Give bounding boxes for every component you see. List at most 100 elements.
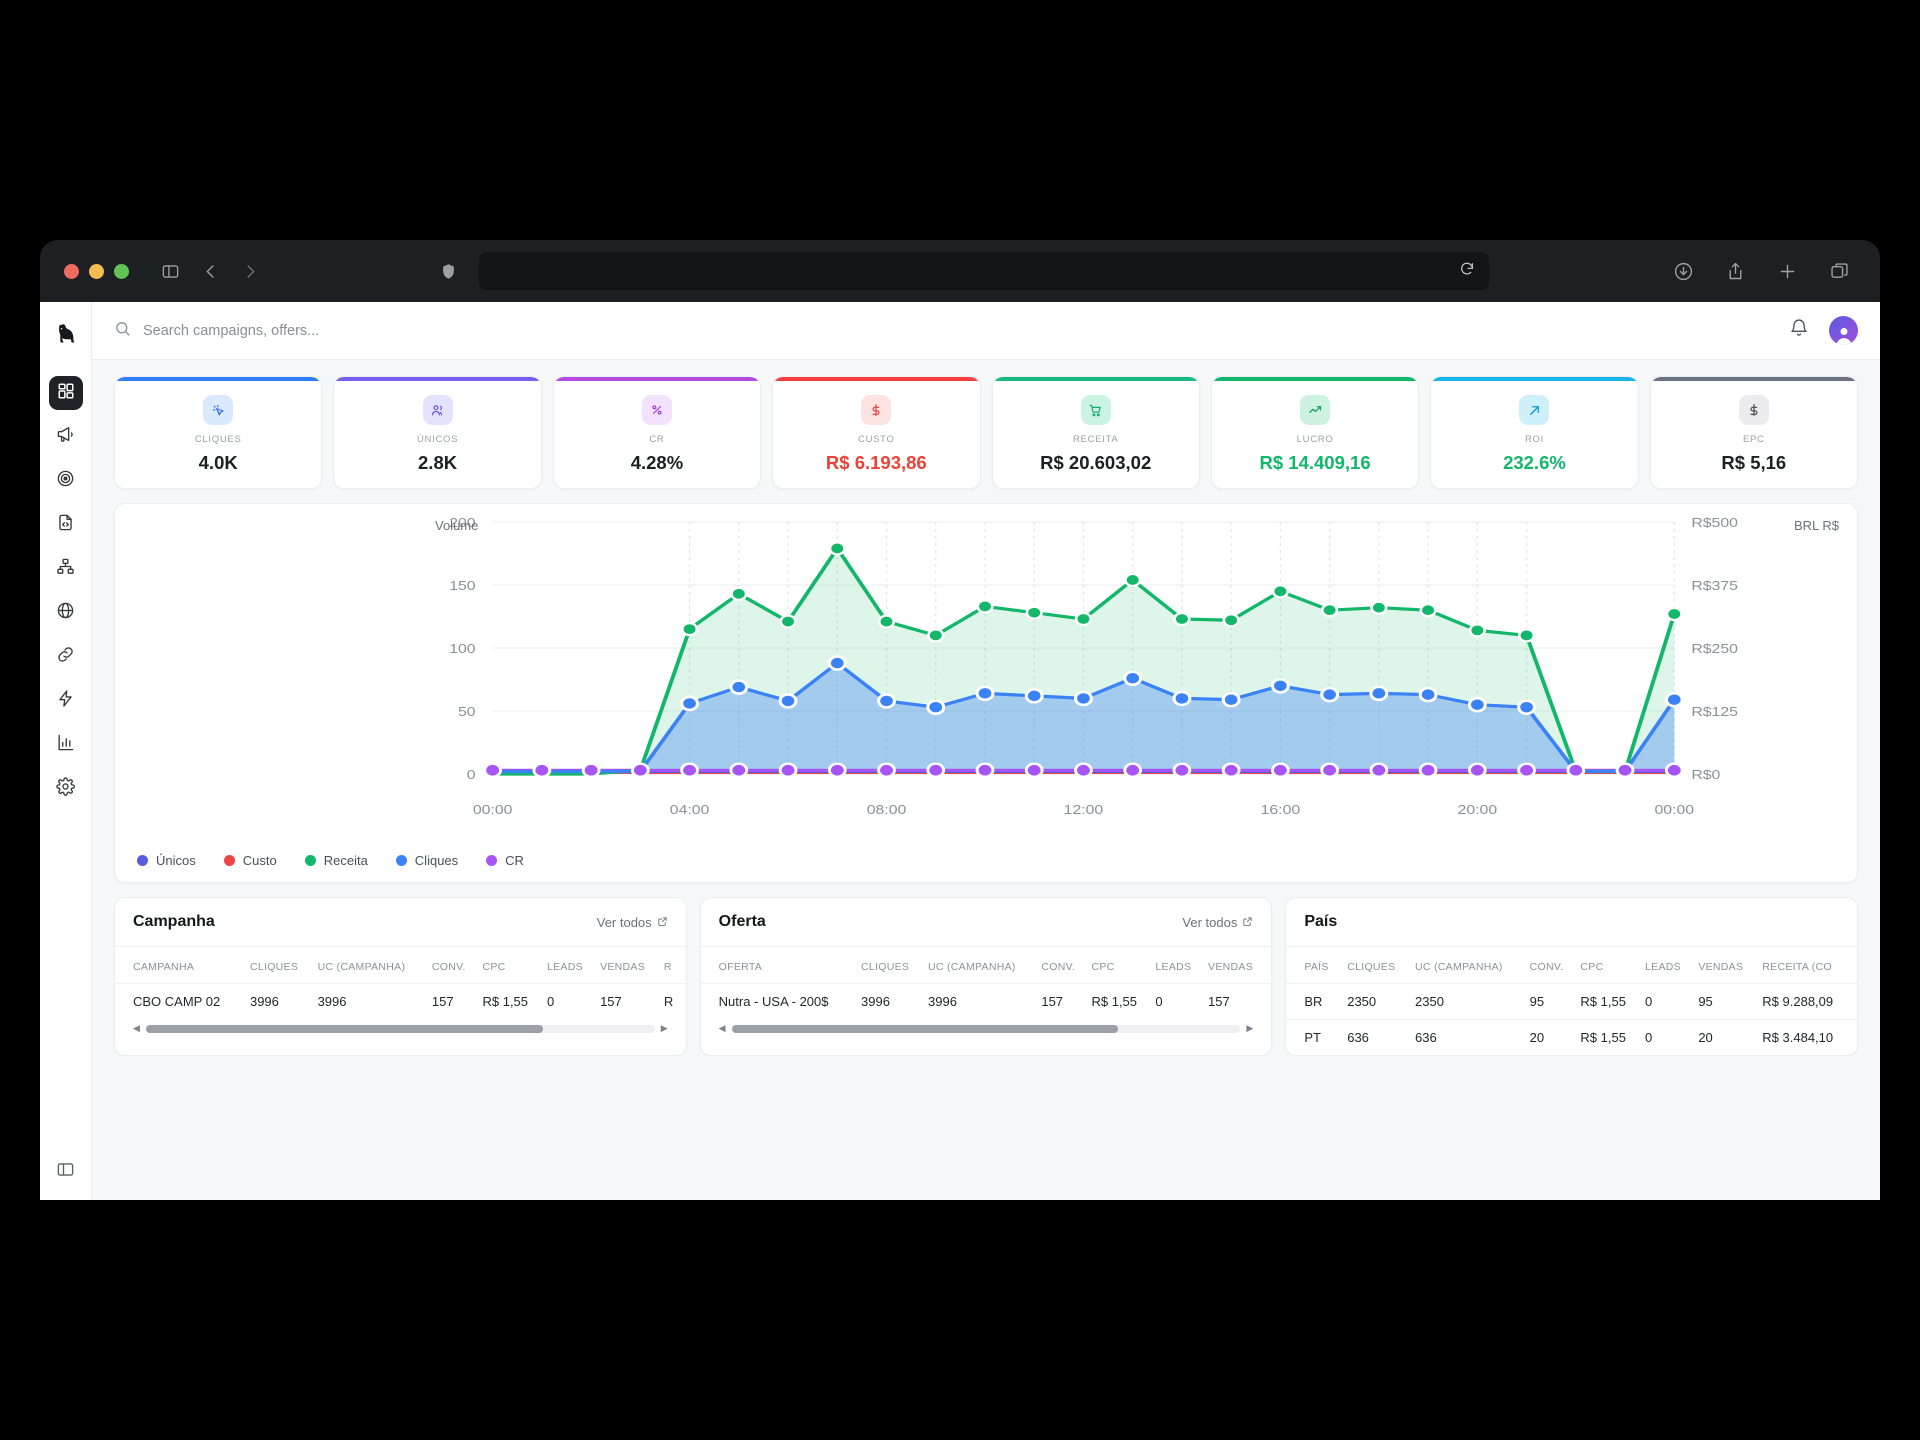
table-column-header[interactable]: UC (CAMPANHA) xyxy=(317,961,406,973)
table-column-header[interactable]: R xyxy=(663,961,672,973)
kpi-card-roi[interactable]: ROI 232.6% xyxy=(1430,376,1639,489)
panel-collapse-icon[interactable] xyxy=(56,1160,75,1184)
search-input[interactable]: Search campaigns, offers... xyxy=(143,322,320,339)
table-column-header[interactable]: VENDAS xyxy=(600,961,646,973)
table-card-campanha: Campanha Ver todos CAMPANHA CLIQUES UC (CAMP… xyxy=(114,897,687,1056)
table-cell: R xyxy=(663,983,686,1019)
close-window-button[interactable] xyxy=(64,263,79,279)
table-cell: 2350 xyxy=(1347,983,1416,1020)
scroll-left-arrow-icon[interactable]: ◀ xyxy=(133,1023,140,1033)
table-column-header[interactable]: LEADS xyxy=(1645,961,1681,973)
sidebar-nav xyxy=(48,376,83,806)
table-horizontal-scrollbar[interactable]: ◀ ▶ xyxy=(719,1023,1254,1034)
summary-tables-row: Campanha Ver todos CAMPANHA CLIQUES UC (CAMP… xyxy=(114,897,1859,1056)
back-arrow-icon[interactable] xyxy=(193,254,227,288)
sidebar-item-reports[interactable] xyxy=(49,728,83,762)
sidebar-item-flows[interactable] xyxy=(49,552,83,586)
table-column-header[interactable]: CPC xyxy=(1091,961,1115,973)
table-column-header[interactable]: CAMPANHA xyxy=(133,961,195,973)
table-cell: R$ 1,55 xyxy=(1091,983,1156,1019)
shield-icon[interactable] xyxy=(431,254,465,288)
scroll-right-arrow-icon[interactable]: ▶ xyxy=(1246,1023,1254,1033)
dollar-icon xyxy=(861,395,892,425)
avatar[interactable] xyxy=(1829,316,1858,345)
reload-icon[interactable] xyxy=(1459,261,1475,282)
legend-item-cliques[interactable]: Cliques xyxy=(395,853,458,868)
bell-icon[interactable] xyxy=(1789,318,1809,343)
kpi-value: R$ 6.193,86 xyxy=(825,452,927,473)
table-column-header[interactable]: CONV. xyxy=(431,961,466,973)
kpi-label: CUSTO xyxy=(858,434,895,445)
kpi-card-nicos[interactable]: ÚNICOS 2.8K xyxy=(333,376,542,489)
search-bar[interactable]: Search campaigns, offers... xyxy=(114,320,1789,342)
plus-icon[interactable] xyxy=(1770,254,1804,288)
maximize-window-button[interactable] xyxy=(114,263,129,279)
minimize-window-button[interactable] xyxy=(89,263,104,279)
table-column-header[interactable]: PAÍS xyxy=(1304,961,1329,973)
sidebar-item-domains[interactable] xyxy=(49,596,83,630)
url-address-bar[interactable] xyxy=(479,252,1489,290)
kpi-card-receita[interactable]: RECEITA R$ 20.603,02 xyxy=(991,376,1200,489)
table-column-header[interactable]: OFERTA xyxy=(718,961,763,973)
sidebar-item-automations[interactable] xyxy=(49,684,83,718)
table-column-header[interactable]: CPC xyxy=(1580,961,1604,973)
legend-swatch xyxy=(486,855,498,866)
table-row[interactable]: PT 636 636 20 R$ 1,55 0 20 R$ 3.484,10 xyxy=(1286,1019,1858,1055)
view-all-label: Ver todos xyxy=(1182,914,1238,930)
table-column-header[interactable]: CONV. xyxy=(1529,961,1564,973)
table-row[interactable]: CBO CAMP 02 3996 3996 157 R$ 1,55 0 157 R xyxy=(115,983,686,1019)
kpi-card-cliques[interactable]: CLIQUES 4.0K xyxy=(114,376,323,489)
dog-logo[interactable] xyxy=(44,312,88,356)
gear-icon xyxy=(56,777,75,801)
kpi-card-cr[interactable]: CR 4.28% xyxy=(552,376,762,489)
kpi-card-custo[interactable]: CUSTO R$ 6.193,86 xyxy=(772,376,981,489)
table-cell: 95 xyxy=(1698,983,1763,1020)
sidebar-item-links[interactable] xyxy=(49,640,83,674)
view-all-link[interactable]: Ver todos xyxy=(1182,915,1253,930)
cart-icon xyxy=(1080,395,1111,425)
browser-window: Search campaigns, offers... CLIQUES 4.0K Ú… xyxy=(40,240,1880,1200)
table-column-header[interactable]: CLIQUES xyxy=(249,961,299,973)
scrollbar-thumb[interactable] xyxy=(145,1024,543,1033)
legend-item-únicos[interactable]: Únicos xyxy=(137,853,196,868)
sidebar-item-settings[interactable] xyxy=(49,772,83,806)
kpi-card-epc[interactable]: EPC R$ 5,16 xyxy=(1649,376,1858,489)
table-column-header[interactable]: CPC xyxy=(482,961,506,973)
share-icon[interactable] xyxy=(1718,254,1752,288)
table-column-header[interactable]: LEADS xyxy=(546,961,583,973)
table-column-header[interactable]: VENDAS xyxy=(1208,961,1254,973)
table-column-header[interactable]: RECEITA (CO xyxy=(1762,961,1832,973)
legend-item-custo[interactable]: Custo xyxy=(223,853,277,868)
sidebar-item-pages[interactable] xyxy=(49,508,83,542)
sidebar-item-campaigns[interactable] xyxy=(49,420,83,454)
kpi-value: 232.6% xyxy=(1503,452,1566,473)
download-icon[interactable] xyxy=(1666,254,1700,288)
view-all-link[interactable]: Ver todos xyxy=(597,915,668,930)
window-traffic-lights[interactable] xyxy=(64,263,129,279)
scroll-right-arrow-icon[interactable]: ▶ xyxy=(660,1023,668,1033)
table-column-header[interactable]: VENDAS xyxy=(1698,961,1744,973)
table-column-header[interactable]: CLIQUES xyxy=(1347,961,1396,973)
sidebar-toggle-icon[interactable] xyxy=(153,254,187,288)
forward-arrow-icon[interactable] xyxy=(233,254,267,288)
scrollbar-thumb[interactable] xyxy=(731,1024,1119,1033)
sidebar-item-dashboard[interactable] xyxy=(48,376,83,410)
legend-item-cr[interactable]: CR xyxy=(486,853,524,868)
table-column-header[interactable]: CONV. xyxy=(1041,961,1076,973)
performance-chart-plot[interactable]: 200 R$500 150 R$375 100 R$250 50 R$125 0 R$0 00:00… xyxy=(115,504,1857,834)
scroll-left-arrow-icon[interactable]: ◀ xyxy=(718,1023,726,1033)
scrollbar-track[interactable] xyxy=(145,1024,655,1033)
sidebar-item-targets[interactable] xyxy=(49,464,83,498)
legend-item-receita[interactable]: Receita xyxy=(304,853,368,868)
scrollbar-track[interactable] xyxy=(731,1024,1241,1033)
table-column-header[interactable]: UC (CAMPANHA) xyxy=(1415,961,1503,973)
tab-overview-icon[interactable] xyxy=(1822,254,1856,288)
kpi-card-lucro[interactable]: LUCRO R$ 14.409,16 xyxy=(1210,376,1420,489)
table-column-header[interactable]: UC (CAMPANHA) xyxy=(928,961,1016,973)
table-row[interactable]: Nutra - USA - 200$ 3996 3996 157 R$ 1,55 0 157 xyxy=(700,983,1272,1019)
table-column-header[interactable]: LEADS xyxy=(1155,961,1192,973)
table-row[interactable]: BR 2350 2350 95 R$ 1,55 0 95 R$ 9.288,09 xyxy=(1286,983,1858,1020)
table-horizontal-scrollbar[interactable]: ◀ ▶ xyxy=(133,1023,668,1034)
table-column-header[interactable]: CLIQUES xyxy=(861,961,910,973)
